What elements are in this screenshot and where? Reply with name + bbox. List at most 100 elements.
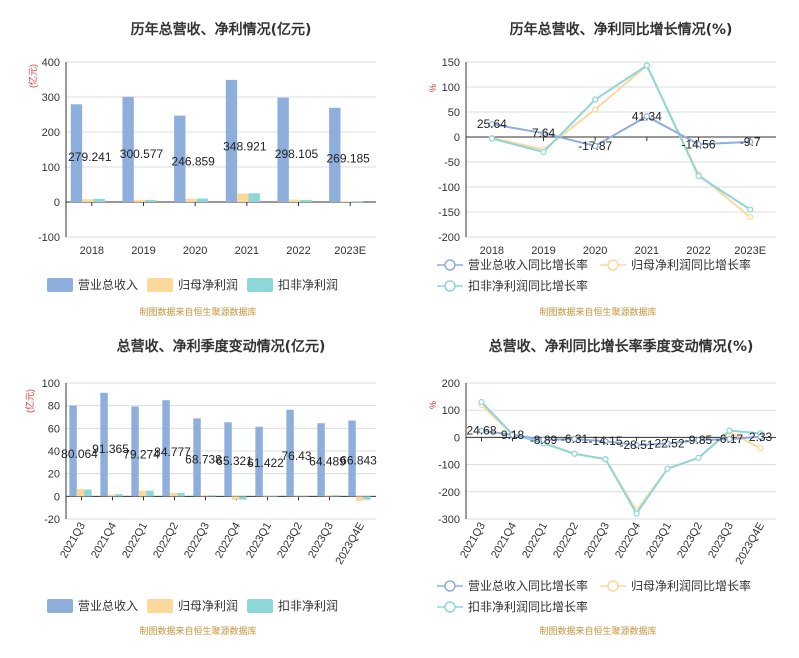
data-label: 41.34 bbox=[632, 109, 662, 123]
line-revenue-growth bbox=[491, 115, 751, 148]
point-revenue-growth bbox=[664, 440, 671, 447]
bar-net-profit bbox=[76, 488, 85, 497]
bar-revenue bbox=[193, 418, 201, 497]
legend-marker bbox=[444, 601, 456, 613]
data-label: 91.365 bbox=[92, 442, 129, 456]
x-tick-label: 2023Q2 bbox=[275, 521, 305, 561]
y-tick-label: -100 bbox=[438, 182, 460, 194]
data-label: 24.68 bbox=[466, 424, 496, 438]
chart-annual-growth: 历年总营收、净利同比增长情况(%)% 150 100 50 0 -50 -100 -150 -2… bbox=[400, 0, 799, 329]
x-tick-label: 2022Q4 bbox=[213, 521, 243, 561]
x-tick-label: 2021Q4 bbox=[489, 521, 519, 561]
y-tick-label: -150 bbox=[438, 207, 460, 219]
x-tick-label: 2022Q1 bbox=[520, 521, 550, 561]
bar-net-profit bbox=[107, 494, 116, 497]
y-tick-label: -50 bbox=[444, 157, 460, 169]
data-label: 300.577 bbox=[120, 147, 164, 161]
bar-net-profit bbox=[82, 199, 94, 202]
bar-deducted-profit bbox=[177, 492, 185, 497]
y-tick-label: 300 bbox=[42, 92, 60, 104]
point-deducted-profit-growth bbox=[747, 206, 754, 213]
bar-revenue bbox=[317, 423, 325, 497]
bar-revenue bbox=[277, 97, 289, 202]
data-label: 348.921 bbox=[223, 140, 267, 154]
bar-net-profit bbox=[138, 490, 147, 497]
point-revenue-growth bbox=[602, 438, 609, 445]
x-tick-label: 2018 bbox=[80, 245, 104, 257]
y-tick-label: 0 bbox=[454, 432, 460, 444]
legend-label: 归母净利润同比增长率 bbox=[631, 257, 751, 272]
legend-label: 营业总收入 bbox=[78, 599, 138, 613]
x-tick-label: 2022Q3 bbox=[182, 521, 212, 561]
quarterly-growth-svg: 总营收、净利同比增长率季度变动情况(%)% 200 100 0 -100 -200 -300… bbox=[428, 338, 776, 636]
bar-revenue bbox=[174, 115, 186, 202]
y-tick-label: -300 bbox=[438, 514, 460, 526]
point-deducted-profit-growth bbox=[664, 465, 671, 472]
annual-revenue-profit-svg: 历年总营收、净利情况(亿元) (亿元) 400 300 200 100 0 -100 2018 2… bbox=[27, 21, 376, 317]
data-label: 9.18 bbox=[501, 428, 525, 442]
point-deducted-profit-growth bbox=[633, 510, 640, 517]
data-label: 65.321 bbox=[216, 454, 253, 468]
data-label: 61.422 bbox=[247, 456, 284, 470]
data-label: 64.489 bbox=[309, 455, 346, 469]
bar-revenue bbox=[100, 392, 108, 497]
bar-deducted-profit bbox=[332, 495, 340, 497]
x-tick-label: 2021 bbox=[235, 245, 259, 257]
chart-title: 历年总营收、净利情况(亿元) bbox=[131, 21, 312, 38]
bar-revenue bbox=[224, 422, 232, 497]
x-tick-label: 2019 bbox=[531, 245, 555, 257]
legend-swatch bbox=[47, 278, 73, 292]
legend-marker bbox=[607, 259, 619, 271]
x-tick-label: 2022Q1 bbox=[120, 521, 150, 561]
x-tick-label: 2022 bbox=[286, 245, 310, 257]
legend-label: 营业总收入同比增长率 bbox=[468, 578, 588, 593]
y-unit-label: % bbox=[428, 401, 438, 409]
y-tick-label: -200 bbox=[438, 232, 460, 244]
line-revenue-growth bbox=[481, 429, 761, 447]
x-tick-label: 2022Q2 bbox=[551, 521, 581, 561]
chart-title: 历年总营收、净利同比增长情况(%) bbox=[510, 21, 733, 38]
y-tick-label: 200 bbox=[442, 378, 460, 390]
data-label: 2.33 bbox=[749, 430, 773, 444]
y-tick-label: 0 bbox=[54, 491, 60, 503]
data-label: 269.185 bbox=[326, 151, 370, 165]
data-label: 298.105 bbox=[275, 147, 319, 161]
point-revenue-growth bbox=[695, 141, 702, 148]
bar-net-profit bbox=[340, 201, 352, 202]
data-label: 84.777 bbox=[154, 445, 191, 459]
point-revenue-growth bbox=[478, 427, 485, 434]
y-unit-label: (亿元) bbox=[24, 389, 35, 413]
point-deducted-profit-growth bbox=[695, 454, 702, 461]
bar-deducted-profit bbox=[270, 496, 278, 497]
y-tick-label: 0 bbox=[54, 197, 60, 209]
y-tick-label: 0 bbox=[454, 132, 460, 144]
point-deducted-profit-growth bbox=[695, 172, 702, 180]
point-revenue-growth bbox=[757, 433, 764, 440]
data-label: -14.15 bbox=[588, 434, 622, 448]
bar-revenue bbox=[131, 406, 139, 497]
legend-label: 营业总收入同比增长率 bbox=[468, 257, 588, 272]
bar-deducted-profit bbox=[351, 201, 364, 203]
data-label: -6.17 bbox=[716, 432, 744, 446]
bar-deducted-profit bbox=[93, 198, 105, 202]
y-tick-label: 200 bbox=[42, 127, 60, 139]
x-tick-label: 2023E bbox=[734, 245, 766, 257]
bar-revenue bbox=[286, 409, 294, 497]
x-tick-label: 2019 bbox=[131, 245, 155, 257]
y-tick-label: 100 bbox=[42, 378, 60, 390]
data-label: -9.7 bbox=[740, 135, 761, 149]
data-label: -28.51 bbox=[619, 438, 653, 452]
x-tick-label: 2021 bbox=[635, 245, 659, 257]
source-note: 制图数据来自恒生聚源数据库 bbox=[139, 625, 256, 636]
bar-net-profit bbox=[169, 492, 178, 497]
bar-revenue bbox=[225, 79, 238, 202]
bar-revenue bbox=[69, 405, 77, 497]
data-label: -22.52 bbox=[650, 437, 684, 451]
data-label: 279.241 bbox=[68, 150, 112, 164]
legend-label: 扣非净利润 bbox=[278, 599, 338, 613]
legend-marker bbox=[607, 580, 619, 592]
y-tick-label: -100 bbox=[38, 232, 60, 244]
source-note: 制图数据来自恒生聚源数据库 bbox=[139, 306, 256, 317]
legend-label: 扣非净利润同比增长率 bbox=[468, 599, 588, 614]
point-deducted-profit-growth bbox=[478, 398, 485, 406]
